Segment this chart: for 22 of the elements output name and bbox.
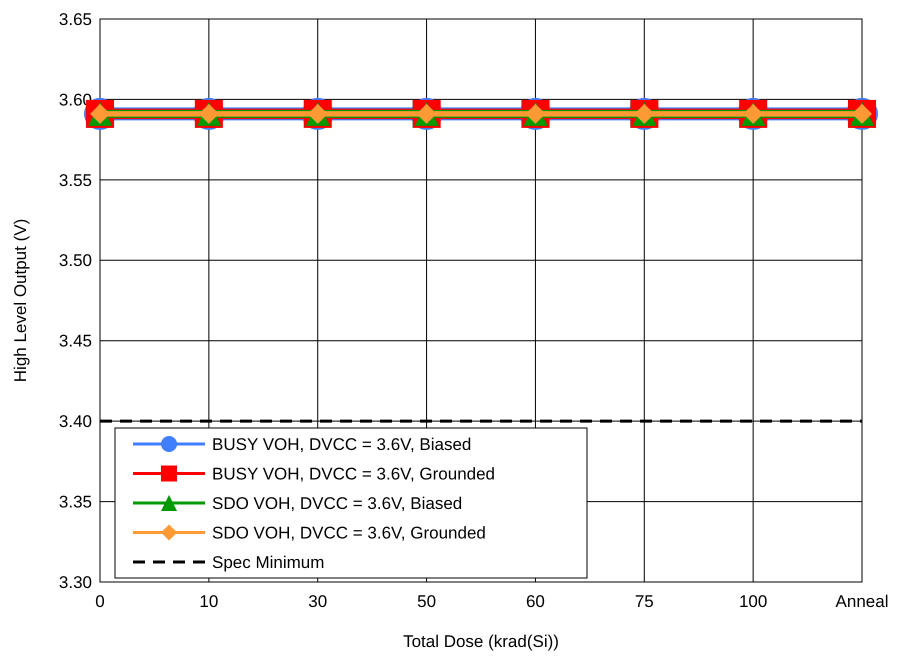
x-tick-label: 75 bbox=[634, 592, 654, 611]
y-tick-label: 3.65 bbox=[58, 10, 92, 29]
legend-label: SDO VOH, DVCC = 3.6V, Biased bbox=[212, 494, 462, 513]
y-tick-label: 3.55 bbox=[58, 170, 92, 190]
y-tick-label: 3.45 bbox=[58, 332, 92, 351]
x-tick-label: 60 bbox=[526, 592, 545, 611]
legend-label: Spec Minimum bbox=[212, 552, 324, 572]
x-tick-label: 30 bbox=[308, 592, 328, 611]
x-tick-label: 50 bbox=[417, 592, 436, 611]
x-axis-title: Total Dose (krad(Si)) bbox=[403, 632, 559, 651]
legend-label: BUSY VOH, DVCC = 3.6V, Biased bbox=[212, 434, 472, 454]
x-tick-label: 100 bbox=[738, 592, 768, 611]
legend-label: SDO VOH, DVCC = 3.6V, Grounded bbox=[212, 523, 486, 542]
y-tick-label: 3.40 bbox=[58, 412, 92, 432]
x-tick-label: 0 bbox=[95, 592, 105, 611]
y-axis-title: High Level Output (V) bbox=[11, 218, 30, 382]
y-tick-label: 3.30 bbox=[58, 572, 92, 592]
y-tick-label: 3.35 bbox=[58, 492, 92, 512]
x-tick-label: 10 bbox=[199, 592, 218, 611]
legend-label: BUSY VOH, DVCC = 3.6V, Grounded bbox=[212, 464, 496, 484]
x-tick-label: Anneal bbox=[836, 592, 888, 611]
y-tick-label: 3.50 bbox=[58, 251, 92, 270]
